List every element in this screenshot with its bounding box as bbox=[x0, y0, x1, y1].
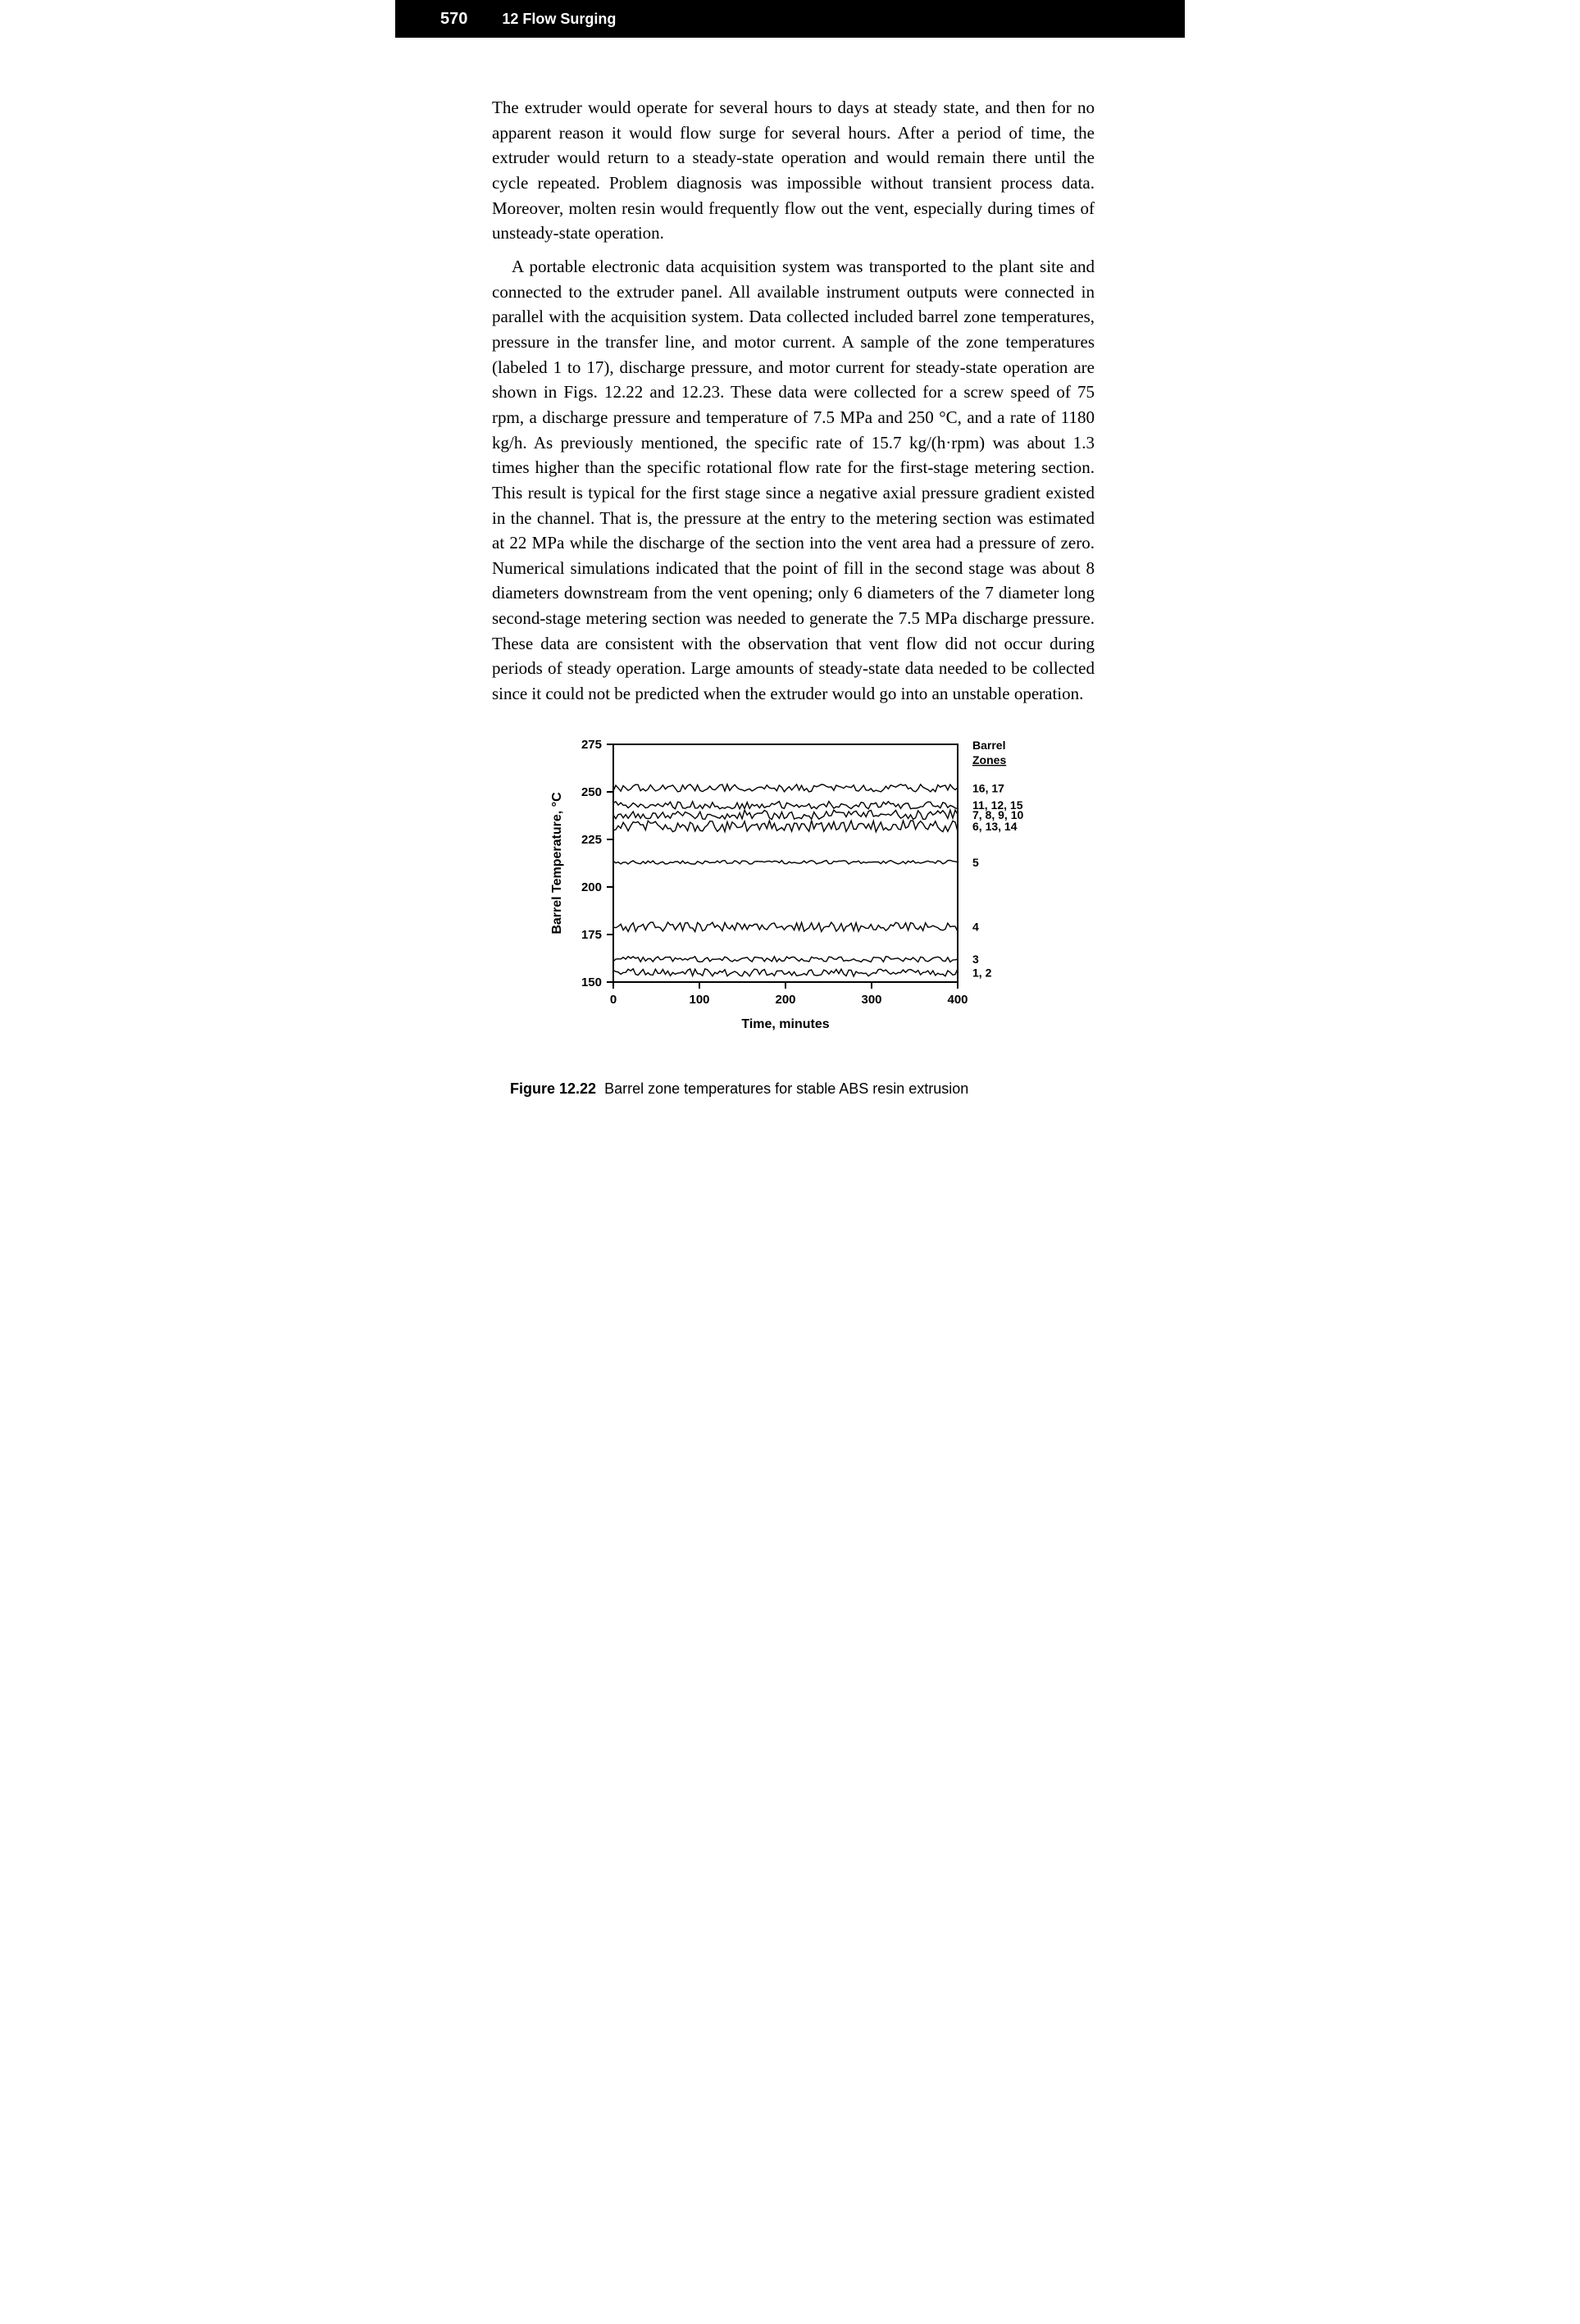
figure-12-22: 0 100 200 300 400 150 175 200 225 250 275 Time, min… bbox=[492, 730, 1095, 1098]
svg-text:300: 300 bbox=[861, 993, 881, 1007]
svg-text:275: 275 bbox=[581, 738, 601, 752]
page-header: 570 12 Flow Surging bbox=[395, 0, 1185, 38]
svg-text:100: 100 bbox=[689, 993, 709, 1007]
svg-text:225: 225 bbox=[581, 833, 601, 847]
svg-text:250: 250 bbox=[581, 785, 601, 799]
svg-text:5: 5 bbox=[972, 856, 979, 869]
svg-text:0: 0 bbox=[609, 993, 616, 1007]
svg-text:Barrel Temperature, °C: Barrel Temperature, °C bbox=[550, 792, 564, 935]
page-content: The extruder would operate for several h… bbox=[395, 38, 1185, 1130]
svg-text:3: 3 bbox=[972, 953, 979, 966]
figure-number: Figure 12.22 bbox=[510, 1080, 596, 1097]
svg-text:Zones: Zones bbox=[972, 753, 1006, 766]
chapter-title: 12 Flow Surging bbox=[502, 11, 616, 28]
page: 570 12 Flow Surging The extruder would o… bbox=[395, 0, 1185, 1130]
svg-text:200: 200 bbox=[775, 993, 795, 1007]
figure-caption: Figure 12.22 Barrel zone temperatures fo… bbox=[492, 1080, 968, 1098]
svg-text:200: 200 bbox=[581, 880, 601, 894]
svg-text:4: 4 bbox=[972, 920, 979, 933]
svg-text:Time, minutes: Time, minutes bbox=[741, 1017, 829, 1031]
svg-text:16, 17: 16, 17 bbox=[972, 781, 1004, 794]
page-number: 570 bbox=[440, 10, 467, 29]
svg-text:6, 13, 14: 6, 13, 14 bbox=[972, 820, 1018, 833]
svg-text:Barrel: Barrel bbox=[972, 739, 1005, 752]
paragraph-1: The extruder would operate for several h… bbox=[492, 95, 1095, 246]
svg-text:175: 175 bbox=[581, 928, 601, 942]
svg-text:400: 400 bbox=[947, 993, 968, 1007]
svg-text:150: 150 bbox=[581, 976, 601, 989]
barrel-temp-chart: 0 100 200 300 400 150 175 200 225 250 275 Time, min… bbox=[523, 730, 1064, 1057]
svg-text:1, 2: 1, 2 bbox=[972, 966, 992, 979]
figure-caption-body: Barrel zone temperatures for stable ABS … bbox=[604, 1080, 968, 1097]
paragraph-2: A portable electronic data acquisition s… bbox=[492, 254, 1095, 707]
